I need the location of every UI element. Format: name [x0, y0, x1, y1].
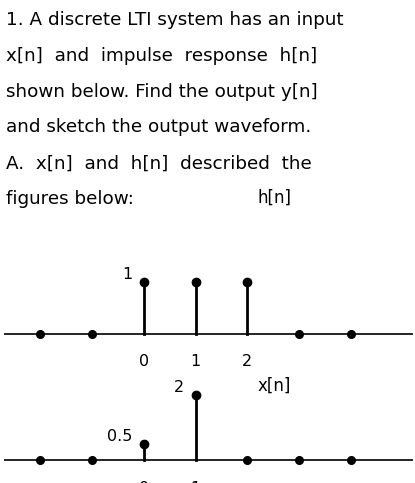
Text: 1. A discrete LTI system has an input: 1. A discrete LTI system has an input: [6, 11, 344, 28]
Text: figures below:: figures below:: [6, 190, 134, 208]
Text: 1: 1: [122, 267, 132, 282]
Text: A.  x[n]  and  h[n]  described  the: A. x[n] and h[n] described the: [6, 155, 312, 172]
Text: x[n]: x[n]: [258, 377, 291, 395]
Text: and sketch the output waveform.: and sketch the output waveform.: [6, 118, 311, 136]
Text: 2: 2: [174, 380, 184, 395]
Text: shown below. Find the output y[n]: shown below. Find the output y[n]: [6, 83, 318, 100]
Text: x[n]  and  impulse  response  h[n]: x[n] and impulse response h[n]: [6, 47, 317, 65]
Text: h[n]: h[n]: [258, 189, 292, 207]
Text: 0.5: 0.5: [107, 429, 132, 444]
